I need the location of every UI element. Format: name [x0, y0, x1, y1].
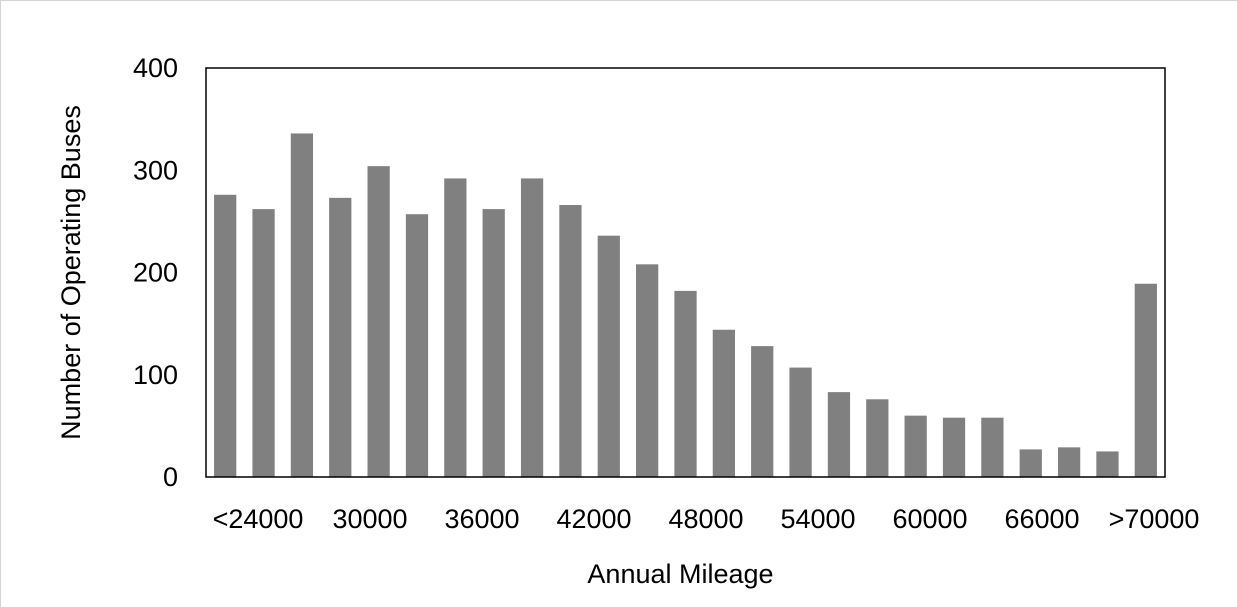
bar: [789, 367, 812, 477]
y-tick-label: 0: [163, 462, 178, 492]
bar: [712, 329, 735, 477]
bar: [405, 214, 429, 477]
bar: [597, 235, 620, 477]
y-tick-labels: 0 100 200 300 400: [133, 53, 178, 492]
bar: [559, 205, 582, 477]
x-tick-label: 36000: [444, 504, 519, 534]
bar: [214, 194, 237, 478]
bar: [482, 209, 505, 477]
y-tick-label: 300: [133, 155, 178, 185]
x-tick-label: 30000: [332, 504, 407, 534]
bar: [981, 417, 1004, 477]
x-tick-label: 54000: [780, 504, 855, 534]
bar: [636, 264, 659, 477]
x-tick-label: 42000: [556, 504, 631, 534]
bar: [1019, 449, 1042, 477]
bar: [1057, 447, 1081, 477]
x-tick-label: <24000: [213, 504, 304, 534]
bar: [866, 399, 889, 477]
bar: [444, 178, 467, 477]
y-tick-label: 100: [133, 360, 178, 390]
x-axis-title: Annual Mileage: [587, 559, 773, 589]
bar: [290, 133, 314, 477]
bar: [367, 166, 390, 477]
bar: [751, 346, 774, 477]
y-tick-label: 200: [133, 258, 178, 288]
plot-area-border: [205, 67, 1166, 478]
bar: [1096, 451, 1119, 477]
bar: [252, 209, 275, 477]
x-tick-label: >70000: [1109, 504, 1200, 534]
x-tick-label: 60000: [892, 504, 967, 534]
bar: [1134, 283, 1157, 477]
bar: [674, 290, 697, 477]
bar: [904, 415, 927, 477]
x-tick-label: 66000: [1004, 504, 1079, 534]
y-tick-label: 400: [133, 53, 178, 83]
x-tick-labels: <24000 30000 36000 42000 48000 54000 60000 6600…: [213, 504, 1200, 534]
bar: [827, 392, 851, 477]
bar: [942, 417, 966, 477]
y-axis-title: Number of Operating Buses: [56, 105, 86, 440]
x-tick-label: 48000: [668, 504, 743, 534]
bar: [329, 197, 352, 478]
bars-group: [214, 133, 1157, 478]
bar: [520, 178, 544, 477]
